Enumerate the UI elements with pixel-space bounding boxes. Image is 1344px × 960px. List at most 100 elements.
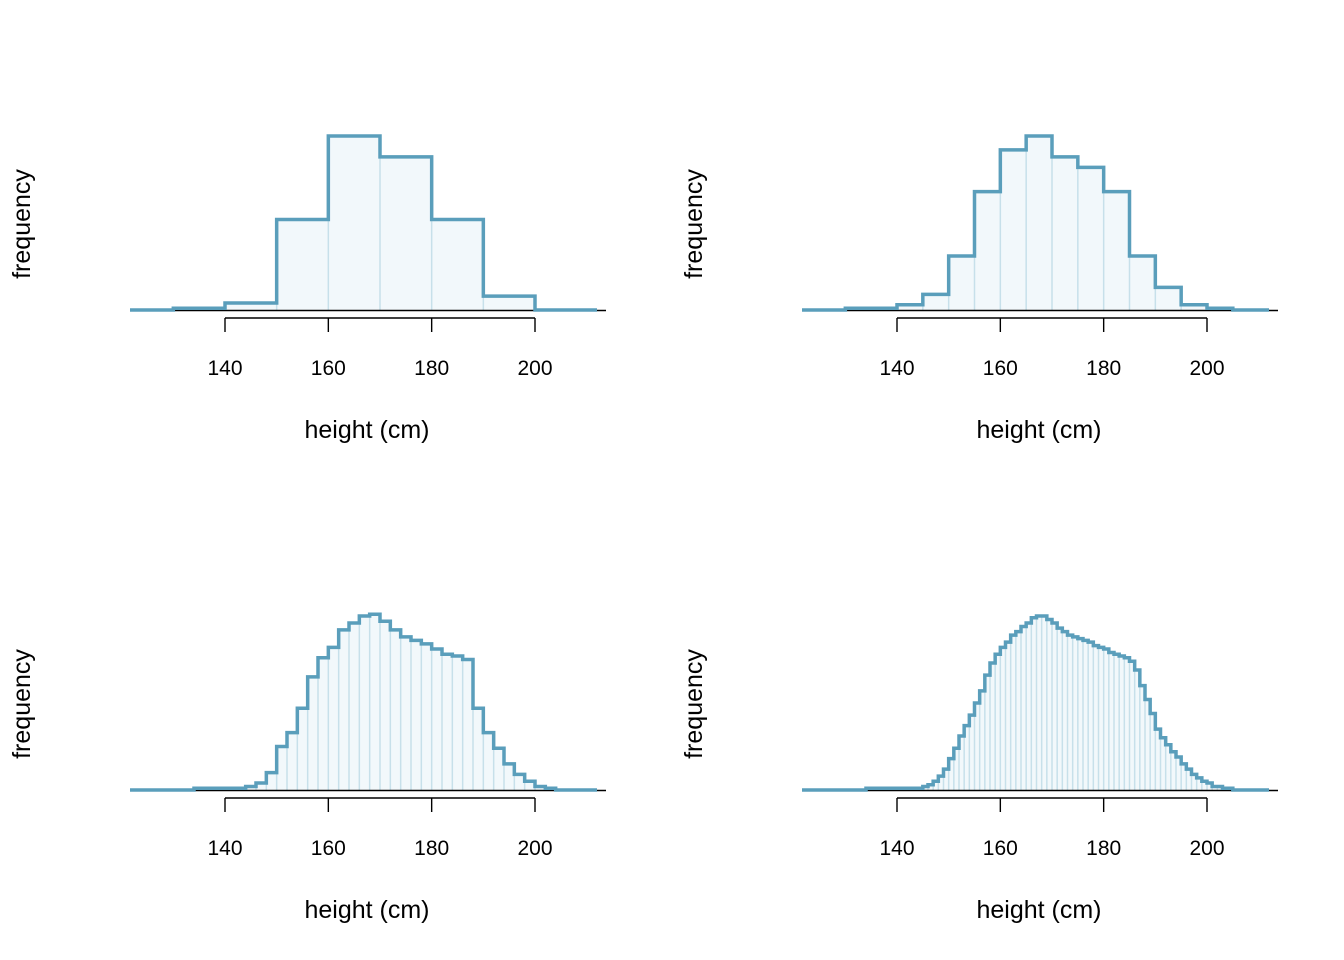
histogram-bar [442, 654, 453, 790]
histogram-bar [483, 732, 494, 790]
histogram-bar [493, 748, 504, 790]
histogram-bar [380, 621, 391, 790]
histogram-bar [1119, 656, 1125, 790]
histogram-bar [1005, 642, 1011, 790]
histogram-bar [349, 622, 360, 790]
histogram-panel-1: 140 160 180 200 height (cm) frequency [8, 134, 606, 444]
histogram-bar [1031, 617, 1037, 790]
histogram-bar [959, 736, 965, 790]
histogram-bar [928, 784, 934, 790]
histogram-bar [1129, 661, 1135, 790]
histogram-bar [1114, 654, 1120, 790]
histogram-panel-3: 140 160 180 200 height (cm) frequency [8, 612, 606, 924]
histogram-bar [974, 703, 980, 790]
x-tick-label: 200 [517, 357, 552, 380]
x-tick-label: 140 [879, 837, 914, 860]
histogram-bar [1181, 304, 1207, 310]
x-tick-label: 200 [517, 837, 552, 860]
histogram-bar [1000, 149, 1027, 310]
x-tick-label: 140 [207, 357, 242, 380]
histogram-bar [1077, 167, 1104, 310]
x-tick-label: 180 [414, 357, 449, 380]
histogram-bar [421, 643, 432, 790]
histogram-bar [1186, 769, 1192, 790]
x-axis-label: height (cm) [976, 896, 1101, 924]
histogram-bar [1098, 647, 1104, 790]
y-axis-label: frequency [8, 169, 36, 279]
histogram-bar [1046, 619, 1052, 790]
histogram-bar [452, 656, 463, 790]
y-axis-label: frequency [680, 169, 708, 279]
histogram-bar [990, 662, 996, 790]
histogram-bar [1021, 626, 1027, 790]
x-tick-label: 160 [983, 837, 1018, 860]
histogram-bar [897, 304, 923, 310]
histogram-bar [943, 769, 949, 790]
histogram-outline [802, 614, 1269, 792]
histogram-bar [984, 675, 990, 790]
histogram-bar [1181, 763, 1187, 790]
histogram-outline [802, 134, 1269, 312]
histogram-bar [1062, 631, 1068, 790]
x-axis-label: height (cm) [304, 896, 429, 924]
histogram-bar [1088, 642, 1094, 790]
x-tick-label: 180 [414, 837, 449, 860]
x-tick-label: 140 [879, 357, 914, 380]
x-tick-label: 160 [311, 837, 346, 860]
histogram-bar [938, 776, 944, 790]
histogram-bar [1052, 622, 1058, 790]
x-tick-label: 180 [1086, 357, 1121, 380]
histogram-bar [1201, 781, 1207, 790]
histogram-bar [1139, 685, 1145, 790]
histogram-bar [1207, 783, 1213, 790]
histogram-bar [1041, 616, 1047, 790]
x-axis-label: height (cm) [976, 416, 1101, 444]
histogram-bar [1015, 631, 1021, 790]
histogram-bar [1010, 635, 1016, 790]
histogram-bar [307, 676, 318, 790]
x-tick-label: 180 [1086, 837, 1121, 860]
histogram-bar [953, 748, 959, 790]
histogram-panel-4: 140 160 180 200 height (cm) frequency [680, 614, 1278, 924]
histogram-bar [1134, 669, 1140, 790]
histogram-bar [933, 781, 939, 790]
histogram-bar [1191, 774, 1197, 790]
histogram-bar [1145, 699, 1151, 790]
histogram-bar [974, 191, 1001, 310]
histogram-bar [276, 219, 329, 310]
histogram-bar [225, 303, 277, 310]
histogram-bar [979, 690, 985, 790]
histogram-bar [995, 654, 1001, 790]
histogram-bar [1026, 136, 1052, 310]
histogram-bar [369, 614, 380, 790]
x-tick-label: 200 [1189, 837, 1224, 860]
histogram-bar [1093, 645, 1099, 790]
histogram-bar [1103, 649, 1109, 790]
x-tick-label: 140 [207, 837, 242, 860]
histogram-bar [1124, 657, 1130, 790]
histogram-bar [338, 629, 349, 790]
histogram-bar [473, 708, 484, 790]
histogram-bar [524, 781, 535, 790]
histogram-bar [1103, 191, 1130, 310]
histogram-bar [1170, 751, 1176, 790]
histogram-bar [411, 640, 422, 790]
histogram-bar [276, 746, 287, 790]
histogram-bar [266, 772, 277, 790]
histogram-bar [1083, 640, 1089, 790]
histogram-bar [1129, 256, 1156, 310]
histogram-bar [1155, 287, 1182, 310]
histogram-bar [431, 219, 484, 310]
histogram-bar [1150, 713, 1156, 790]
histogram-bar [1036, 616, 1042, 790]
x-tick-label: 160 [311, 357, 346, 380]
x-tick-label: 160 [983, 357, 1018, 380]
y-axis-label: frequency [680, 649, 708, 759]
histogram-bar [1000, 647, 1006, 790]
histogram-bar [514, 774, 525, 790]
histogram-bar [922, 294, 949, 310]
histogram-bar [948, 256, 975, 310]
histogram-bar [1165, 744, 1171, 790]
histogram-bar [1108, 652, 1114, 790]
